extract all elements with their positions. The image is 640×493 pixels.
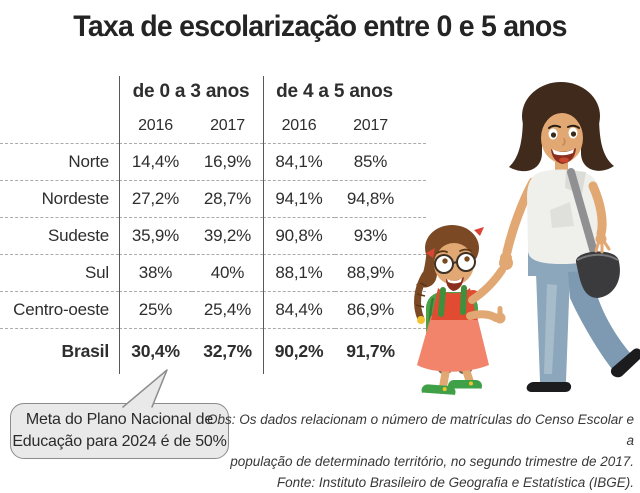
year-header: 2016 (281, 116, 317, 134)
mother-child-illustration (414, 82, 640, 399)
footnotes: Obs: Os dados relacionam o número de mat… (204, 409, 634, 493)
row-label-centro-oeste: Centro-oeste (0, 291, 119, 328)
table-cell: 93% (335, 217, 426, 254)
table-cell: 94,8% (335, 180, 426, 217)
year-header: 2016 (138, 116, 173, 134)
table-divider-left (118, 76, 120, 374)
callout-tail-pointer (122, 369, 168, 408)
table-divider-right (262, 76, 264, 374)
table-cell: 39,2% (192, 217, 263, 254)
table-cell: 86,9% (335, 291, 426, 328)
column-group-4-5: de 4 a 5 anos (276, 80, 393, 102)
goal-callout-bubble: Meta do Plano Nacional de Educação para … (10, 403, 229, 459)
table-cell: 16,9% (192, 143, 263, 180)
table-cell: 40% (192, 254, 263, 291)
page-title: Taxa de escolarização entre 0 e 5 anos (73, 10, 567, 43)
row-label-nordeste: Nordeste (0, 180, 119, 217)
column-group-0-3: de 0 a 3 anos (132, 80, 250, 102)
obs-note-line: população de determinado território, no … (230, 454, 634, 469)
goal-callout-line: Meta do Plano Nacional de (25, 411, 214, 428)
table-cell: 88,9% (335, 254, 426, 291)
row-label-norte: Norte (0, 143, 119, 180)
table-cell: 32,7% (192, 328, 263, 374)
table-cell: 14,4% (119, 143, 192, 180)
table-cell: 30,4% (119, 328, 192, 374)
table-cell: 38% (119, 254, 192, 291)
row-label-sudeste: Sudeste (0, 217, 119, 254)
table-cell: 84,4% (263, 291, 335, 328)
mother-figure (500, 82, 640, 392)
table-cell: 25,4% (192, 291, 263, 328)
table-cell: 84,1% (263, 143, 335, 180)
table-cell: 27,2% (119, 180, 192, 217)
schooling-rate-table: de 0 a 3 anos de 4 a 5 anos 2016 2017 20… (0, 75, 426, 374)
row-label-sul: Sul (0, 254, 119, 291)
table-cell: 90,8% (263, 217, 335, 254)
table-cell: 91,7% (335, 328, 426, 374)
table-cell: 25% (119, 291, 192, 328)
goal-callout-line: Educação para 2024 é de 50% (12, 433, 227, 450)
table-cell: 85% (335, 143, 426, 180)
year-header: 2017 (353, 116, 388, 134)
year-header: 2017 (210, 116, 245, 134)
table-cell: 88,1% (263, 254, 335, 291)
source-note: Fonte: Instituto Brasileiro de Geografia… (276, 475, 634, 490)
obs-note-line: Obs: Os dados relacionam o número de mat… (207, 412, 634, 448)
table-cell: 35,9% (119, 217, 192, 254)
table-cell: 94,1% (263, 180, 335, 217)
table-cell: 90,2% (263, 328, 335, 374)
table-cell: 28,7% (192, 180, 263, 217)
row-label-brasil: Brasil (0, 328, 119, 374)
girl-figure (414, 225, 513, 399)
